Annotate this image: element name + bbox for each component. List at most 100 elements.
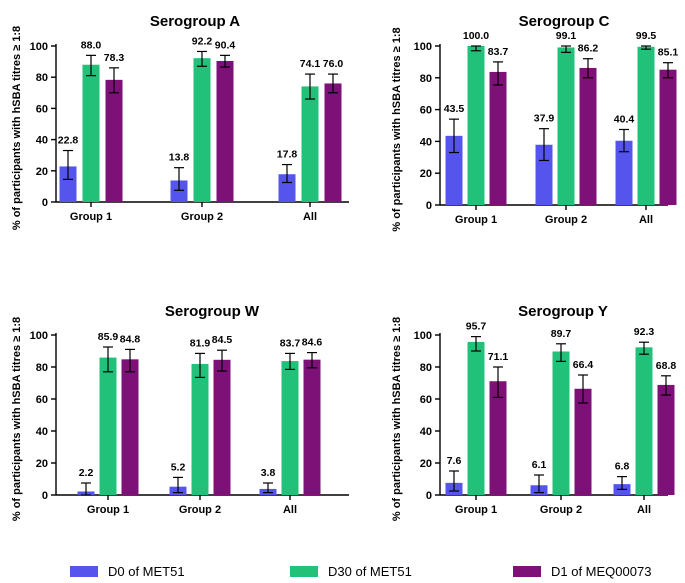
data-label: 95.7 bbox=[466, 321, 487, 333]
y-axis-label: % of participants with hSBA titres ≥ 1:8 bbox=[11, 317, 23, 521]
chart-title: Serogroup A bbox=[150, 13, 240, 30]
x-tick-label: Group 2 bbox=[181, 211, 223, 223]
x-tick-label: Group 2 bbox=[545, 214, 587, 226]
bar-d1-of-meq00073 bbox=[213, 359, 231, 495]
y-tick-label: 40 bbox=[420, 426, 432, 438]
error-bar bbox=[328, 73, 338, 94]
y-tick-label: 20 bbox=[420, 168, 432, 180]
y-tick-label: 80 bbox=[420, 362, 432, 374]
legend-label: D1 of MEQ00073 bbox=[551, 564, 651, 579]
data-label: 6.8 bbox=[615, 461, 630, 473]
data-label: 92.2 bbox=[192, 35, 213, 47]
error-bar bbox=[197, 50, 207, 67]
y-tick-label: 60 bbox=[420, 105, 432, 117]
data-label: 81.9 bbox=[190, 337, 211, 349]
legend-item: D1 of MEQ00073 bbox=[513, 564, 651, 579]
data-label: 74.1 bbox=[300, 58, 321, 70]
error-bar bbox=[195, 352, 205, 378]
bar-d30-of-met51 bbox=[191, 363, 209, 495]
x-tick-label: Group 2 bbox=[179, 504, 221, 516]
y-tick-label: 100 bbox=[414, 41, 432, 53]
y-tick-label: 100 bbox=[30, 330, 48, 342]
error-bar bbox=[617, 476, 627, 490]
bar-d1-of-meq00073 bbox=[303, 359, 321, 495]
x-tick-label: All bbox=[283, 504, 297, 516]
data-label: 99.5 bbox=[636, 30, 657, 42]
bar-d0-of-met51 bbox=[615, 140, 633, 205]
y-axis-label: % of participants with hSBA titres ≥ 1:8 bbox=[391, 317, 403, 521]
y-tick-label: 40 bbox=[36, 135, 48, 147]
x-tick-label: Group 1 bbox=[87, 504, 129, 516]
data-label: 3.8 bbox=[261, 467, 276, 479]
data-label: 100.0 bbox=[463, 30, 489, 42]
chart-panel-serogroup-a: Serogroup A % of participants with hSBA t… bbox=[11, 13, 349, 230]
error-bar bbox=[471, 45, 481, 52]
data-label: 43.5 bbox=[444, 103, 465, 115]
y-tick-label: 0 bbox=[426, 200, 432, 212]
chart-panels: Serogroup A % of participants with hSBA t… bbox=[11, 13, 678, 521]
legend: D0 of MET51 D30 of MET51 D1 of MEQ00073 bbox=[70, 564, 651, 579]
error-bar bbox=[561, 45, 571, 53]
data-label: 40.4 bbox=[614, 113, 635, 125]
bar-d1-of-meq00073 bbox=[657, 384, 675, 495]
bar-d1-of-meq00073 bbox=[216, 60, 234, 203]
error-bar bbox=[471, 336, 481, 352]
bar-d30-of-met51 bbox=[552, 351, 570, 495]
error-bar bbox=[285, 352, 295, 370]
data-label: 86.2 bbox=[578, 43, 599, 55]
bar-d0-of-met51 bbox=[59, 166, 77, 202]
chart-title: Serogroup W bbox=[165, 303, 260, 320]
legend-swatch bbox=[70, 566, 98, 577]
legend-item: D30 of MET51 bbox=[290, 564, 412, 579]
data-label: 89.7 bbox=[551, 328, 572, 340]
bar-d0-of-met51 bbox=[170, 180, 188, 202]
data-label: 71.1 bbox=[488, 351, 509, 363]
bar-d30-of-met51 bbox=[557, 47, 575, 205]
y-tick-label: 20 bbox=[420, 458, 432, 470]
chart-title: Serogroup C bbox=[519, 13, 610, 30]
error-bar bbox=[81, 482, 91, 496]
legend-label: D0 of MET51 bbox=[108, 564, 185, 579]
data-label: 17.8 bbox=[277, 149, 298, 161]
bar-d1-of-meq00073 bbox=[324, 83, 342, 202]
data-label: 76.0 bbox=[323, 58, 344, 70]
bar-d30-of-met51 bbox=[467, 46, 485, 205]
error-bar bbox=[307, 352, 317, 369]
bar-d30-of-met51 bbox=[281, 361, 299, 495]
bar-d30-of-met51 bbox=[637, 46, 655, 205]
legend-swatch bbox=[290, 566, 318, 577]
error-bar bbox=[578, 374, 588, 404]
error-bar bbox=[125, 348, 135, 373]
bar-d0-of-met51 bbox=[278, 174, 296, 202]
error-bar bbox=[493, 61, 503, 86]
x-tick-label: Group 2 bbox=[540, 504, 582, 516]
y-tick-label: 80 bbox=[36, 362, 48, 374]
error-bar bbox=[103, 346, 113, 373]
chart-panel-serogroup-w: Serogroup W % of participants with hSBA t… bbox=[11, 303, 349, 521]
y-tick-label: 40 bbox=[36, 426, 48, 438]
error-bar bbox=[86, 54, 96, 77]
data-label: 84.8 bbox=[120, 333, 141, 345]
y-axis-label: % of participants with hSBA titres ≥ 1:8 bbox=[11, 26, 23, 230]
x-tick-label: All bbox=[639, 214, 653, 226]
chart-panel-serogroup-c: Serogroup C % of participants with hSBA t… bbox=[391, 13, 678, 232]
error-bar bbox=[663, 62, 673, 79]
data-label: 85.1 bbox=[658, 47, 679, 59]
data-label: 99.1 bbox=[556, 30, 577, 42]
legend-label: D30 of MET51 bbox=[328, 564, 412, 579]
error-bar bbox=[619, 128, 629, 153]
bar-d1-of-meq00073 bbox=[121, 359, 139, 495]
error-bar bbox=[661, 375, 671, 396]
bar-d30-of-met51 bbox=[301, 86, 319, 202]
data-label: 66.4 bbox=[573, 359, 594, 371]
bar-d30-of-met51 bbox=[99, 357, 117, 495]
error-bar bbox=[282, 163, 292, 184]
error-bar bbox=[583, 58, 593, 79]
bar-d1-of-meq00073 bbox=[579, 67, 597, 205]
error-bar bbox=[263, 482, 273, 494]
bar-d30-of-met51 bbox=[635, 347, 653, 495]
y-tick-label: 100 bbox=[414, 330, 432, 342]
data-label: 6.1 bbox=[532, 459, 547, 471]
error-bar bbox=[449, 118, 459, 154]
y-tick-label: 20 bbox=[36, 458, 48, 470]
